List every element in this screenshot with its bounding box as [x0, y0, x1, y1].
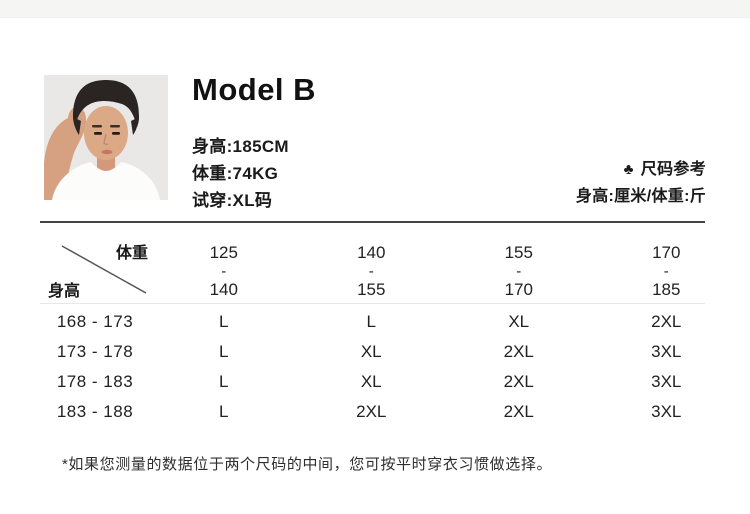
height-range-label: 168 - 173	[56, 312, 134, 331]
table-row: 183 - 188 L 2XL 2XL 3XL	[40, 397, 740, 427]
height-range-label: 173 - 178	[56, 342, 134, 361]
top-band	[0, 0, 750, 18]
weight-column-header: 140 - 155	[357, 243, 386, 299]
size-reference-title: 尺码参考	[640, 161, 706, 178]
size-cell: L	[219, 312, 229, 331]
height-range-label: 183 - 188	[56, 402, 134, 421]
table-row: 173 - 178 L XL 2XL 3XL	[40, 337, 740, 367]
corner-label-height: 身高	[48, 283, 81, 300]
club-icon: ♣	[623, 161, 634, 178]
model-stat-weight: 体重:74KG	[192, 164, 279, 183]
height-range-label: 178 - 183	[56, 372, 134, 391]
weight-column-header: 155 - 170	[504, 243, 533, 299]
size-cell: 2XL	[503, 402, 534, 421]
model-stat-height: 身高:185CM	[192, 137, 289, 156]
size-reference-title-line: ♣ 尺码参考	[576, 156, 706, 183]
model-name: Model B	[192, 72, 317, 107]
size-cell: XL	[360, 342, 382, 361]
weight-column-header: 125 - 140	[209, 243, 238, 299]
size-reference-units: 身高:厘米/体重:斤	[575, 188, 706, 205]
corner-label-weight: 体重	[115, 245, 148, 262]
size-cell: 2XL	[356, 402, 387, 421]
size-table-body: 168 - 173 L L XL 2XL 173 - 178 L XL 2XL …	[40, 307, 740, 427]
size-cell: 2XL	[503, 342, 534, 361]
model-photo	[44, 75, 168, 200]
size-cell: 3XL	[651, 402, 682, 421]
size-cell: L	[219, 342, 229, 361]
size-advice-footnote: *如果您测量的数据位于两个尺码的中间，您可按平时穿衣习惯做选择。	[62, 456, 553, 473]
size-table-header: 体重 身高 125 - 140 140 - 155 155 - 170 170 …	[40, 236, 740, 303]
size-cell: L	[366, 312, 376, 331]
weight-column-header: 170 - 185	[652, 243, 681, 299]
size-cell: XL	[508, 312, 530, 331]
model-portrait-illustration	[44, 75, 168, 200]
table-header-separator	[40, 303, 705, 304]
section-divider-line	[40, 221, 705, 223]
diagonal-line	[61, 245, 147, 294]
size-cell: 3XL	[651, 342, 682, 361]
model-stat-size-worn: 试穿:XL码	[192, 191, 273, 210]
size-reference-note: ♣ 尺码参考 身高:厘米/体重:斤	[576, 156, 706, 210]
size-cell: L	[219, 372, 229, 391]
size-cell: 2XL	[651, 312, 682, 331]
size-cell: 2XL	[503, 372, 534, 391]
table-corner-cell: 体重 身高	[40, 236, 150, 303]
size-cell: XL	[360, 372, 382, 391]
table-row: 168 - 173 L L XL 2XL	[40, 307, 740, 337]
model-stats: 身高:185CM 体重:74KG 试穿:XL码	[192, 133, 289, 214]
size-cell: L	[219, 402, 229, 421]
size-cell: 3XL	[651, 372, 682, 391]
table-row: 178 - 183 L XL 2XL 3XL	[40, 367, 740, 397]
